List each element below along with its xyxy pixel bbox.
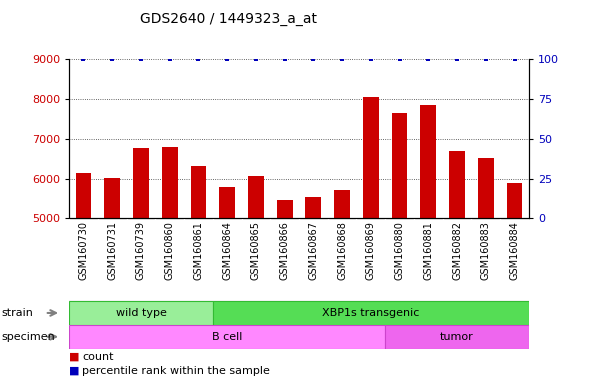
Bar xyxy=(276,200,293,218)
Text: B cell: B cell xyxy=(212,332,242,342)
Text: strain: strain xyxy=(1,308,33,318)
Text: GDS2640 / 1449323_a_at: GDS2640 / 1449323_a_at xyxy=(140,12,317,25)
Text: GSM160882: GSM160882 xyxy=(452,221,462,280)
Bar xyxy=(213,301,529,325)
Text: GSM160864: GSM160864 xyxy=(222,221,232,280)
Text: tumor: tumor xyxy=(440,332,474,342)
Text: GSM160866: GSM160866 xyxy=(279,221,290,280)
Text: GSM160881: GSM160881 xyxy=(423,221,433,280)
Bar xyxy=(191,166,206,218)
Bar xyxy=(392,113,407,218)
Text: GSM160730: GSM160730 xyxy=(79,221,88,280)
Text: GSM160869: GSM160869 xyxy=(366,221,376,280)
Text: GSM160868: GSM160868 xyxy=(337,221,347,280)
Text: GSM160884: GSM160884 xyxy=(510,221,519,280)
Text: GSM160883: GSM160883 xyxy=(481,221,491,280)
Text: GSM160739: GSM160739 xyxy=(136,221,146,280)
Text: wild type: wild type xyxy=(115,308,166,318)
Text: GSM160860: GSM160860 xyxy=(165,221,175,280)
Text: GSM160867: GSM160867 xyxy=(308,221,319,280)
Text: GSM160865: GSM160865 xyxy=(251,221,261,280)
Bar xyxy=(449,151,465,218)
Bar xyxy=(421,104,436,218)
Bar xyxy=(133,147,149,218)
Text: percentile rank within the sample: percentile rank within the sample xyxy=(82,366,270,376)
Text: count: count xyxy=(82,351,114,362)
Text: GSM160880: GSM160880 xyxy=(395,221,404,280)
Bar xyxy=(305,197,322,218)
Bar xyxy=(334,190,350,218)
Bar xyxy=(363,97,379,218)
Text: GSM160861: GSM160861 xyxy=(194,221,203,280)
Bar xyxy=(105,178,120,218)
Bar xyxy=(507,183,522,218)
Bar xyxy=(69,325,385,349)
Text: ■: ■ xyxy=(69,351,79,362)
Bar xyxy=(219,187,235,218)
Bar xyxy=(76,173,91,218)
Bar xyxy=(478,157,493,218)
Text: GSM160731: GSM160731 xyxy=(107,221,117,280)
Bar xyxy=(162,147,177,218)
Text: XBP1s transgenic: XBP1s transgenic xyxy=(322,308,419,318)
Text: specimen: specimen xyxy=(1,332,55,342)
Bar xyxy=(248,176,264,218)
Text: ■: ■ xyxy=(69,366,79,376)
Bar xyxy=(385,325,529,349)
Bar xyxy=(69,301,213,325)
